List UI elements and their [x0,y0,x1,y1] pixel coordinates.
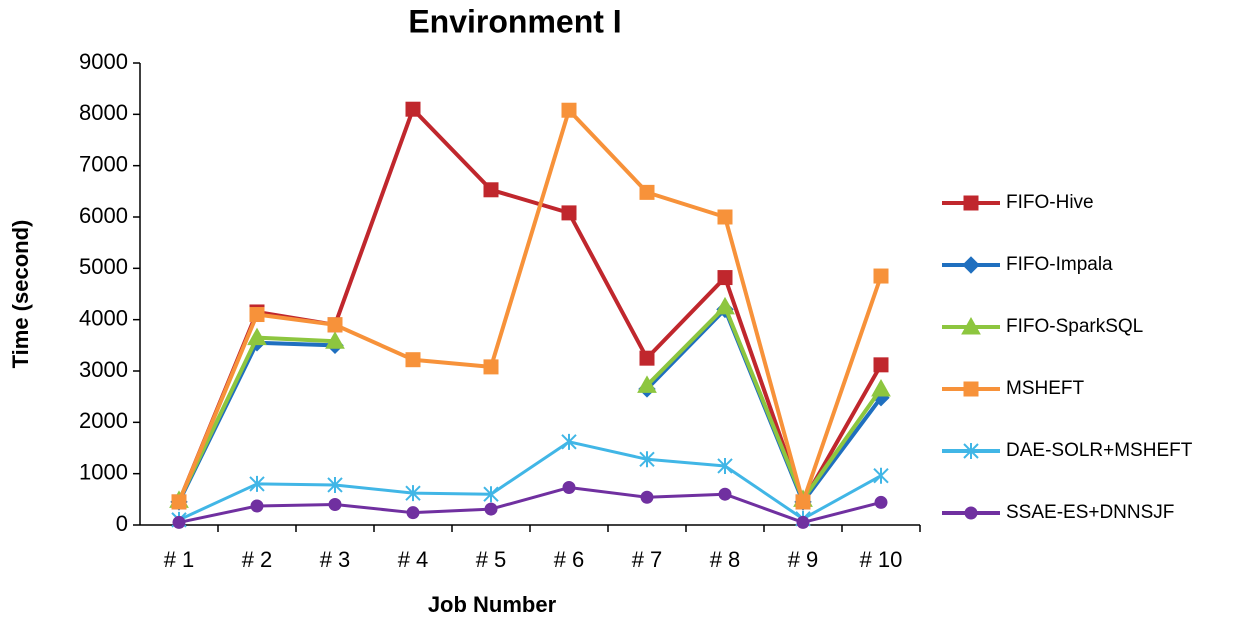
marker [405,352,421,368]
x-tick-label: # 9 [788,547,819,572]
y-tick-label: 1000 [79,459,128,484]
marker [873,357,889,373]
y-tick-label: 8000 [79,100,128,125]
marker [405,101,421,117]
marker [328,497,342,511]
marker [249,475,265,492]
marker [873,268,889,284]
x-tick-label: # 3 [320,547,351,572]
marker [871,378,891,397]
y-tick-label: 5000 [79,254,128,279]
x-tick-label: # 7 [632,547,663,572]
x-tick-label: # 1 [164,547,195,572]
marker [639,184,655,200]
x-axis-title: Job Number [428,592,557,617]
y-tick-label: 9000 [79,49,128,74]
x-tick-label: # 8 [710,547,741,572]
marker [961,316,981,335]
marker [717,270,733,286]
marker [717,209,733,225]
legend-label: MSHEFT [1006,378,1085,399]
y-tick-label: 0 [116,511,128,536]
marker [963,195,979,211]
legend-label: FIFO-Hive [1006,192,1094,213]
marker [250,499,264,513]
series-line [178,486,882,524]
legend-label: SSAE-ES+DNNSJF [1006,502,1174,523]
marker [171,494,187,510]
marker [795,494,811,510]
marker [172,515,186,529]
x-tick-label: # 10 [860,547,903,572]
marker [483,359,499,375]
marker [874,495,888,509]
marker [639,350,655,366]
marker [561,102,577,118]
x-tick-label: # 6 [554,547,585,572]
marker [715,296,735,315]
legend-label: FIFO-Impala [1006,254,1113,275]
y-tick-label: 4000 [79,305,128,330]
marker [325,331,345,349]
marker [327,476,343,493]
series-line [178,440,882,522]
marker [327,317,343,333]
marker [249,307,265,323]
x-tick-label: # 2 [242,547,273,572]
marker [406,506,420,520]
marker [962,256,980,274]
y-tick-label: 3000 [79,357,128,382]
marker [483,486,499,503]
marker [964,506,978,520]
legend-label: FIFO-SparkSQL [1006,316,1143,337]
marker [873,467,889,484]
x-tick-label: # 5 [476,547,507,572]
x-tick-label: # 4 [398,547,429,572]
chart-title: Environment I [408,3,621,39]
y-tick-label: 7000 [79,151,128,176]
marker [561,433,577,450]
marker [561,205,577,221]
y-axis-title: Time (second) [8,220,33,369]
marker [640,490,654,504]
marker [718,487,732,501]
y-tick-label: 6000 [79,203,128,228]
marker [796,515,810,529]
marker [483,182,499,198]
marker [639,451,655,468]
series-line [177,108,883,504]
marker [484,502,498,516]
series-line [177,107,883,504]
y-tick-label: 2000 [79,408,128,433]
marker [963,381,979,397]
legend-label: DAE-SOLR+MSHEFT [1006,440,1193,461]
marker [637,375,657,393]
marker [562,481,576,495]
marker [405,485,421,502]
marker [963,443,979,459]
marker [717,457,733,474]
marker [247,327,267,346]
